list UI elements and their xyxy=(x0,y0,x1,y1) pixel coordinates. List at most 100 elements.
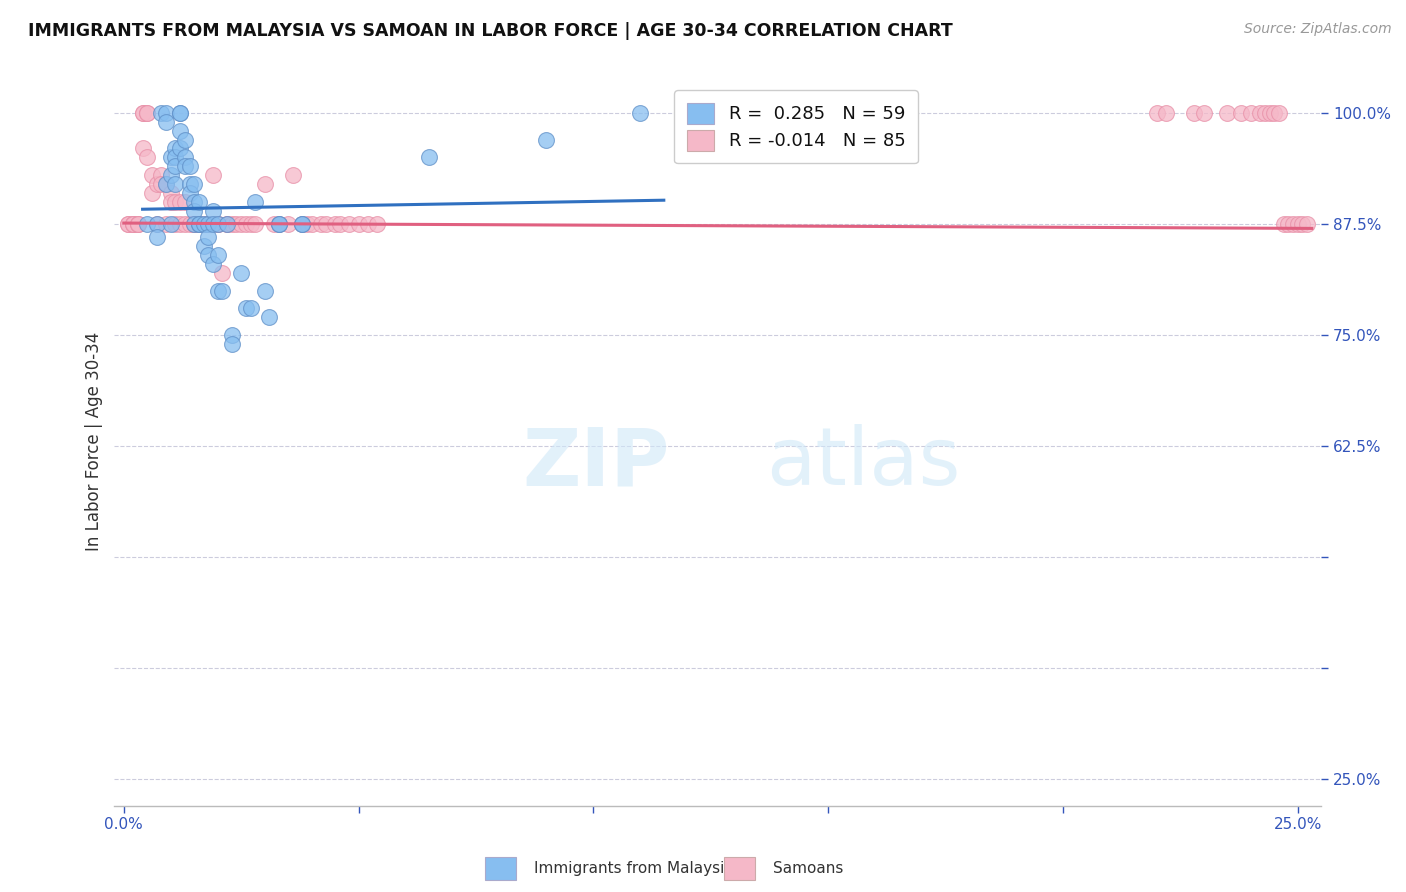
Text: atlas: atlas xyxy=(766,425,960,502)
Point xyxy=(183,203,205,218)
Point xyxy=(197,230,219,244)
Point xyxy=(187,217,209,231)
Point xyxy=(179,186,201,200)
Point xyxy=(169,141,191,155)
Point xyxy=(1258,106,1281,120)
Point xyxy=(159,186,181,200)
Point xyxy=(159,150,181,164)
Point xyxy=(281,168,304,182)
Point xyxy=(165,177,187,191)
Point xyxy=(187,217,209,231)
Point xyxy=(193,217,215,231)
Point xyxy=(207,217,229,231)
Point xyxy=(315,217,337,231)
Point xyxy=(173,159,195,173)
Point xyxy=(197,248,219,262)
Point xyxy=(145,217,167,231)
Point xyxy=(1254,106,1277,120)
Point xyxy=(145,230,167,244)
Point xyxy=(323,217,346,231)
Point xyxy=(418,150,440,164)
Point xyxy=(267,217,290,231)
Point xyxy=(1263,106,1285,120)
Point xyxy=(1230,106,1253,120)
Point xyxy=(183,217,205,231)
Y-axis label: In Labor Force | Age 30-34: In Labor Force | Age 30-34 xyxy=(86,332,103,551)
Point xyxy=(263,217,285,231)
Point xyxy=(169,217,191,231)
Point xyxy=(291,217,314,231)
Point xyxy=(1268,106,1291,120)
Point xyxy=(117,217,139,231)
Point xyxy=(211,284,233,298)
Point xyxy=(131,106,153,120)
Point xyxy=(225,217,247,231)
Point xyxy=(329,217,352,231)
Point xyxy=(202,217,225,231)
Point xyxy=(193,217,215,231)
Point xyxy=(179,159,201,173)
Point xyxy=(628,106,651,120)
Point xyxy=(165,141,187,155)
Point xyxy=(337,217,360,231)
Point xyxy=(136,106,159,120)
Point xyxy=(122,217,145,231)
Legend: R =  0.285   N = 59, R = -0.014   N = 85: R = 0.285 N = 59, R = -0.014 N = 85 xyxy=(675,90,918,163)
Point xyxy=(155,106,177,120)
Point xyxy=(217,217,239,231)
Point xyxy=(136,150,159,164)
Point xyxy=(221,336,243,351)
Point xyxy=(221,217,243,231)
Point xyxy=(165,150,187,164)
Point xyxy=(245,194,267,209)
Text: Samoans: Samoans xyxy=(773,861,844,876)
Point xyxy=(187,217,209,231)
Text: Immigrants from Malaysia: Immigrants from Malaysia xyxy=(534,861,734,876)
Point xyxy=(183,217,205,231)
Point xyxy=(207,284,229,298)
Point xyxy=(150,106,173,120)
Point xyxy=(165,194,187,209)
Point xyxy=(117,217,139,231)
Point xyxy=(179,217,201,231)
Point xyxy=(165,217,187,231)
Point xyxy=(1240,106,1263,120)
Point xyxy=(207,217,229,231)
Point xyxy=(127,217,149,231)
Point xyxy=(159,168,181,182)
Point xyxy=(179,177,201,191)
Point xyxy=(1286,217,1309,231)
Point xyxy=(301,217,323,231)
Point xyxy=(1282,217,1305,231)
Point xyxy=(277,217,299,231)
Point xyxy=(169,194,191,209)
Point xyxy=(207,248,229,262)
Point xyxy=(155,177,177,191)
Point xyxy=(217,217,239,231)
Point xyxy=(169,124,191,138)
Point xyxy=(202,203,225,218)
Point xyxy=(1296,217,1319,231)
Point xyxy=(136,106,159,120)
Point xyxy=(136,217,159,231)
Point xyxy=(291,217,314,231)
Point xyxy=(122,217,145,231)
Point xyxy=(155,115,177,129)
Point xyxy=(1272,217,1295,231)
Point xyxy=(253,284,276,298)
Point xyxy=(122,217,145,231)
Point xyxy=(131,106,153,120)
Point xyxy=(183,217,205,231)
Point xyxy=(259,310,281,325)
Point xyxy=(1154,106,1177,120)
Text: Source: ZipAtlas.com: Source: ZipAtlas.com xyxy=(1244,22,1392,37)
Point xyxy=(159,217,181,231)
Point xyxy=(145,217,167,231)
Point xyxy=(141,168,163,182)
Point xyxy=(173,133,195,147)
Point xyxy=(239,217,262,231)
Point xyxy=(235,217,257,231)
Point xyxy=(235,301,257,316)
Point xyxy=(197,217,219,231)
Point xyxy=(536,133,558,147)
